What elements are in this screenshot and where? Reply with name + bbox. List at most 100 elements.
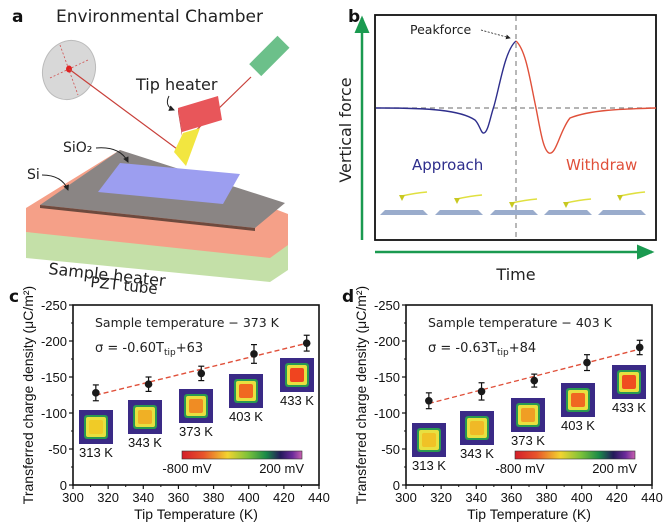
x-tick-label: 320 [97, 490, 119, 505]
y-tick-label: -150 [41, 370, 67, 385]
colorbar [514, 450, 636, 460]
withdraw-curve [515, 40, 657, 154]
heatmap-core [521, 408, 535, 422]
sample-temperature-label: Sample temperature − 373 K [95, 315, 280, 330]
x-tick-label: 440 [308, 490, 330, 505]
heatmap-inset: 343 K [128, 400, 162, 450]
cantilever-sequence [380, 191, 646, 215]
sio2-arrow [95, 147, 129, 163]
data-point [250, 350, 258, 358]
y-tick-label: -150 [374, 370, 400, 385]
heatmap-core [622, 375, 636, 389]
heatmap-label: 373 K [179, 424, 213, 439]
x-tick-label: 300 [395, 490, 417, 505]
si-edge [40, 205, 255, 231]
si-label: Si [27, 167, 40, 183]
data-point [530, 376, 539, 385]
fit-suffix: +84 [509, 341, 536, 356]
x-tick-label: 340 [465, 490, 487, 505]
data-point [144, 380, 153, 389]
fit-subscript: tip [164, 348, 176, 358]
x-tick-label: 420 [606, 490, 628, 505]
sio2-label: SiO₂ [63, 140, 92, 156]
heatmap-inset: 403 K [229, 374, 263, 424]
heatmap-core [470, 421, 484, 435]
y-tick-label: -50 [48, 442, 67, 457]
x-tick-label: 440 [641, 490, 663, 505]
cantilever-beam [456, 194, 483, 200]
heatmap-core [290, 368, 304, 382]
heatmap-label: 343 K [460, 446, 494, 461]
tip-icon [399, 195, 405, 201]
x-tick-label: 360 [168, 490, 190, 505]
heatmap-inset: 313 K [412, 423, 446, 473]
fit-subscript: tip [497, 348, 509, 358]
peakforce-arrow [480, 29, 511, 40]
y-tick-label: -50 [381, 442, 400, 457]
sample-surface [598, 210, 646, 215]
heatmap-label: 403 K [229, 409, 263, 424]
data-point [92, 389, 100, 397]
cantilever-beam [619, 191, 646, 197]
data-point [583, 358, 591, 367]
heatmap-label: 433 K [280, 393, 314, 408]
withdraw-label: Withdraw [566, 156, 637, 174]
cantilever-beam [401, 191, 428, 197]
x-tick-label: 300 [62, 490, 84, 505]
y-tick-label: -100 [374, 406, 400, 421]
heatmap-inset: 433 K [612, 365, 646, 415]
tip-heater-side [178, 108, 182, 136]
data-point [477, 387, 486, 396]
panel-letter-c: c [9, 287, 19, 307]
fit-equation: σ = -0.60Ttip+63 [95, 341, 203, 358]
x-tick-label: 380 [536, 490, 558, 505]
heatmap-inset: 343 K [460, 411, 494, 461]
approach-curve [375, 40, 517, 134]
panel-letter-a: a [12, 7, 23, 27]
heatmap-inset: 433 K [280, 358, 314, 408]
x-tick-label: 420 [273, 490, 295, 505]
x-tick-label: 340 [132, 490, 154, 505]
heatmap-core [189, 399, 203, 413]
tip-heater-arrow [166, 95, 175, 111]
y-tick-label: -250 [374, 298, 400, 313]
y-tick-label: -250 [41, 298, 67, 313]
y-tick-label: 0 [393, 478, 400, 493]
x-axis-label: Tip Temperature (K) [467, 506, 591, 522]
colorbar-max-label: 200 mV [259, 461, 304, 476]
heatmap-core [89, 420, 103, 434]
fit-equation: σ = -0.63Ttip+84 [428, 341, 536, 358]
tip-icon [563, 202, 569, 208]
panel-a: a Environmental Chamber Sample heater PZ… [12, 7, 290, 298]
laser-source-icon [249, 35, 290, 77]
heatmap-inset: 313 K [79, 410, 113, 460]
approach-label: Approach [412, 156, 483, 174]
cantilever-tip-icon [174, 128, 200, 166]
cantilever-icon [380, 191, 428, 215]
sample-surface [380, 210, 428, 215]
panel-d: d 300 320 340 360 380 400 420 440 0 -50 -100 -150 -20… [342, 286, 663, 522]
colorbar-max-label: 200 mV [592, 461, 637, 476]
heatmap-label: 313 K [79, 445, 113, 460]
heatmap-label: 313 K [412, 458, 446, 473]
colorbar [181, 450, 303, 460]
y-axis-label: Transferred charge density (μC/m²) [353, 286, 369, 504]
tip-icon [617, 195, 623, 201]
panel-c: c 300 320 340 360 380 400 420 440 0 -50 -100 -150 -20… [9, 286, 330, 522]
cantilever-icon [490, 198, 538, 215]
heatmap-core [138, 410, 152, 424]
fit-prefix: σ = -0.60T [95, 341, 164, 356]
heatmap-inset: 373 K [179, 389, 213, 439]
chamber-title: Environmental Chamber [56, 7, 263, 27]
y-axis-label: Vertical force [336, 77, 355, 182]
y-tick-label: -200 [41, 334, 67, 349]
heatmap-inset: 403 K [561, 383, 595, 433]
fit-suffix: +63 [176, 341, 203, 356]
colorbar-min-label: -800 mV [162, 461, 211, 476]
y-tick-label: 0 [60, 478, 67, 493]
sio2-layer [98, 163, 240, 204]
fit-prefix: σ = -0.63T [428, 341, 497, 356]
detector-crosshair-v [59, 44, 79, 96]
cantilever-icon [544, 198, 592, 215]
data-point [197, 369, 206, 378]
